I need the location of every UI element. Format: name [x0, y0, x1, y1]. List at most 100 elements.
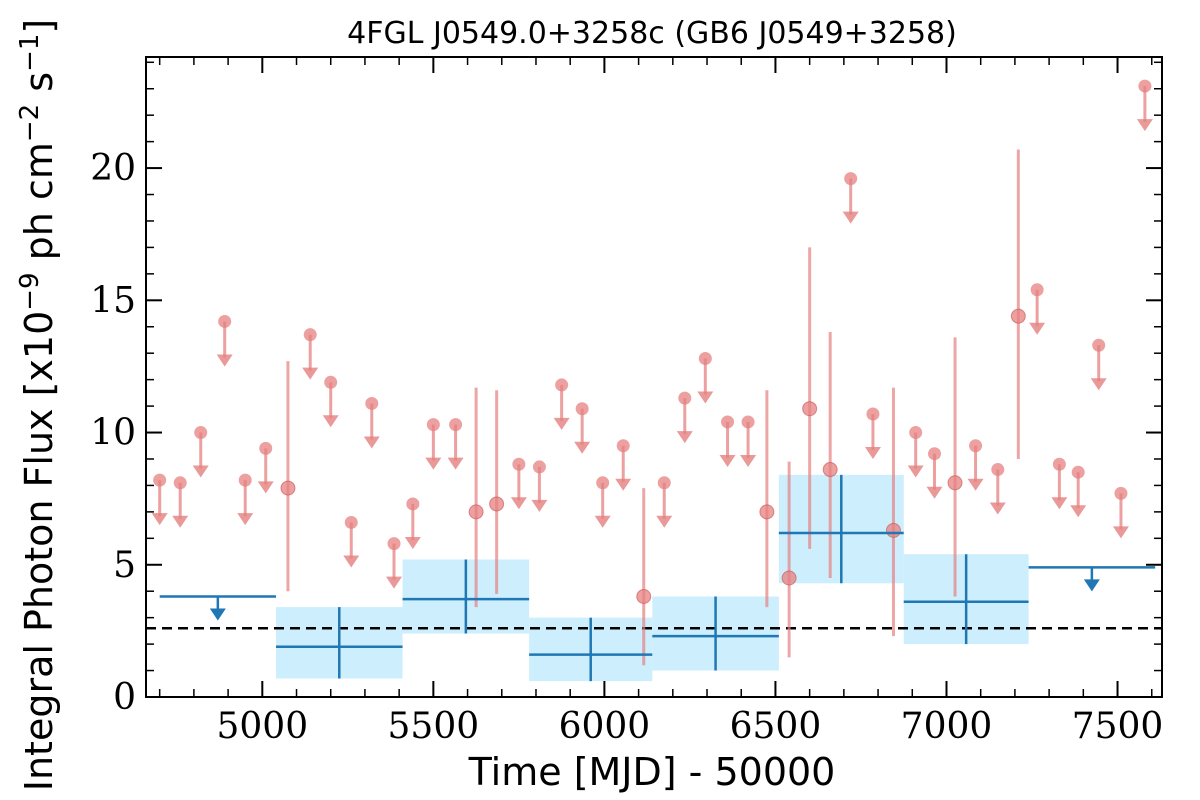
monthly-upper-limit-arrow [1070, 505, 1087, 518]
axes: 5000 5500 6000 6500 7000 7500 0 5 10 15 20 [90, 56, 1164, 747]
monthly-upper-limit-point [1138, 79, 1152, 93]
monthly-upper-limit-arrow [553, 417, 570, 430]
x-axis-label: Time [MJD] - 50000 [468, 750, 836, 794]
monthly-detection-point [636, 589, 652, 605]
monthly-upper-limit-point [741, 415, 755, 429]
monthly-upper-limit-point [387, 537, 401, 551]
monthly-upper-limit-point [259, 441, 273, 455]
monthly-upper-limit-point [324, 375, 338, 389]
y-tick-label: 10 [90, 413, 136, 454]
monthly-upper-limit-arrow [257, 481, 274, 494]
y-tick-label: 0 [113, 677, 136, 718]
monthly-upper-limit-arrow [989, 502, 1006, 515]
y-axis-label: Integral Photon Flux [x10−9 ph cm−2 s−1] [15, 19, 61, 792]
x-tick-label: 7000 [901, 706, 993, 747]
monthly-upper-limit-point [303, 328, 317, 342]
y-tick-label: 15 [90, 280, 136, 321]
monthly-upper-limit-point [575, 402, 589, 416]
monthly-upper-limit-arrow [574, 441, 591, 454]
monthly-upper-limit-arrow [967, 478, 984, 491]
x-tick-label: 7500 [1072, 706, 1164, 747]
monthly-detection-point [885, 522, 901, 538]
monthly-upper-limit-point [344, 515, 358, 529]
monthly-upper-limit-point [928, 447, 942, 461]
monthly-upper-limit-arrow [322, 415, 339, 428]
yearly-upper-limit-arrow [1083, 579, 1100, 592]
plot-frame [145, 56, 1163, 698]
monthly-upper-limit-arrow [719, 454, 736, 467]
yearly-series [159, 474, 1156, 682]
monthly-detection-point [822, 462, 838, 478]
monthly-detection-point [489, 496, 505, 512]
monthly-upper-limit-arrow [404, 536, 421, 549]
monthly-upper-limit-point [1030, 283, 1044, 297]
monthly-upper-limit-point [238, 473, 252, 487]
monthly-upper-limit-point [426, 418, 440, 432]
chart-title: 4FGL J0549.0+3258c (GB6 J0549+3258) [347, 16, 957, 51]
monthly-detection-point [280, 480, 296, 496]
monthly-upper-limit-arrow [447, 457, 464, 470]
monthly-upper-limit-arrow [386, 576, 403, 589]
monthly-upper-limit-point [721, 415, 735, 429]
monthly-upper-limit-point [153, 473, 167, 487]
monthly-upper-limit-arrow [740, 454, 757, 467]
monthly-upper-limit-arrow [864, 447, 881, 460]
monthly-upper-limit-arrow [343, 555, 360, 568]
monthly-upper-limit-point [1114, 486, 1128, 500]
monthly-upper-limit-point [698, 351, 712, 365]
monthly-upper-limit-point [616, 439, 630, 453]
monthly-upper-limit-arrow [594, 515, 611, 528]
x-tick-label: 5000 [216, 706, 308, 747]
monthly-upper-limit-arrow [615, 478, 632, 491]
monthly-upper-limit-arrow [216, 354, 233, 367]
monthly-upper-limit-point [844, 172, 858, 186]
monthly-upper-limit-arrow [172, 515, 189, 528]
monthly-upper-limit-arrow [302, 367, 319, 380]
monthly-upper-limit-arrow [1029, 322, 1046, 335]
monthly-upper-limit-point [218, 314, 232, 328]
monthly-detection-point [759, 504, 775, 520]
monthly-upper-limit-arrow [1112, 526, 1129, 539]
monthly-upper-limit-arrow [237, 513, 254, 526]
monthly-upper-limit-arrow [656, 515, 673, 528]
yearly-upper-limit-arrow [209, 608, 226, 621]
monthly-detection-point [1010, 308, 1026, 324]
monthly-upper-limit-point [657, 476, 671, 490]
monthly-upper-limit-point [173, 476, 187, 490]
monthly-upper-limit-point [512, 457, 526, 471]
monthly-upper-limit-arrow [151, 513, 168, 526]
monthly-detection-point [781, 570, 797, 586]
monthly-upper-limit-point [406, 497, 420, 511]
monthly-detection-point [802, 401, 818, 417]
monthly-upper-limit-arrow [676, 431, 693, 444]
monthly-upper-limit-point [1092, 338, 1106, 352]
monthly-upper-limit-arrow [363, 436, 380, 449]
x-tick-label: 6000 [559, 706, 651, 747]
x-tick-label: 6500 [730, 706, 822, 747]
monthly-upper-limit-point [909, 426, 923, 440]
monthly-upper-limit-point [866, 407, 880, 421]
monthly-detection-point [947, 475, 963, 491]
monthly-upper-limit-arrow [1090, 378, 1107, 391]
monthly-upper-limit-point [194, 426, 208, 440]
y-tick-label: 20 [90, 148, 136, 189]
x-tick-label: 5500 [388, 706, 480, 747]
monthly-upper-limit-point [532, 460, 546, 474]
monthly-upper-limit-point [555, 378, 569, 392]
monthly-upper-limit-point [1052, 457, 1066, 471]
monthly-series [151, 79, 1153, 666]
monthly-upper-limit-arrow [907, 465, 924, 478]
monthly-upper-limit-arrow [192, 465, 209, 478]
monthly-upper-limit-arrow [1051, 497, 1068, 510]
monthly-upper-limit-point [365, 396, 379, 410]
monthly-upper-limit-arrow [926, 486, 943, 499]
monthly-upper-limit-arrow [510, 497, 527, 510]
monthly-upper-limit-arrow [842, 211, 859, 224]
monthly-upper-limit-point [596, 476, 610, 490]
y-tick-label: 5 [113, 545, 136, 586]
monthly-upper-limit-arrow [697, 391, 714, 404]
monthly-upper-limit-point [1071, 465, 1085, 479]
monthly-upper-limit-point [991, 463, 1005, 477]
monthly-upper-limit-point [678, 391, 692, 405]
monthly-detection-point [468, 504, 484, 520]
